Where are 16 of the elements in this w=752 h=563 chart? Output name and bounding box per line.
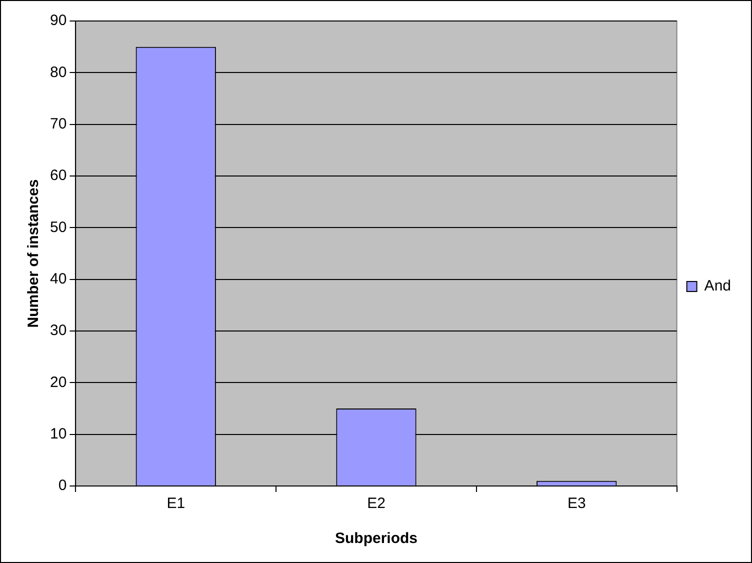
y-tick-label: 70 bbox=[50, 115, 67, 132]
y-tick-label: 80 bbox=[50, 64, 67, 81]
y-tick-label: 30 bbox=[50, 322, 67, 340]
y-tick-label: 10 bbox=[50, 425, 67, 442]
y-tick-label: 0 bbox=[58, 477, 67, 494]
x-tick-label: E1 bbox=[166, 495, 186, 512]
x-axis-title: Subperiods bbox=[334, 530, 418, 548]
y-tick-label: 20 bbox=[50, 374, 67, 391]
y-tick-label: 60 bbox=[50, 167, 67, 184]
legend-label: And bbox=[704, 278, 732, 295]
x-tick-label: E2 bbox=[367, 495, 386, 512]
x-tick-label: E3 bbox=[567, 495, 586, 512]
y-tick-label: 50 bbox=[50, 218, 67, 236]
y-tick-label: 90 bbox=[50, 12, 67, 30]
y-axis-title: Number of instances bbox=[25, 179, 42, 328]
y-tick-label: 40 bbox=[50, 270, 67, 288]
